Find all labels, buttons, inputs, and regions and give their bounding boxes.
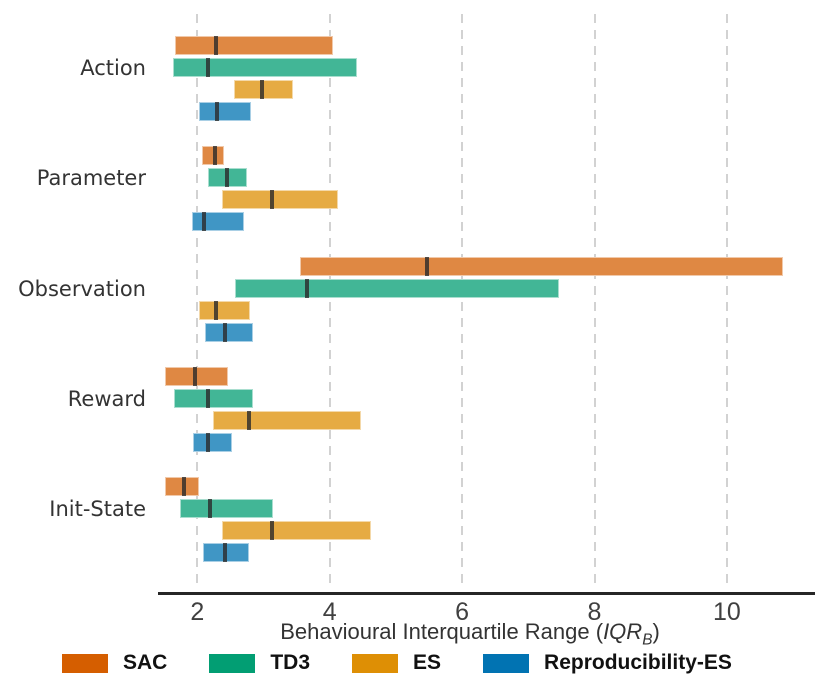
median-marker-es-init-state (269, 521, 274, 541)
median-marker-sac-action (214, 36, 219, 55)
x-axis-title-close: ) (652, 619, 660, 644)
legend-label-sac: SAC (123, 651, 168, 674)
gridline-x-6 (461, 14, 464, 586)
bar-es-action (234, 80, 293, 100)
gridline-x-10 (725, 14, 728, 586)
median-marker-es-observation (214, 301, 219, 321)
legend: SAC TD3 ES Reproducibility-ES (62, 651, 732, 675)
gridline-x-4 (328, 14, 331, 586)
legend-swatch-es (352, 653, 399, 673)
median-marker-reproducibility-es-init-state (222, 543, 227, 563)
median-marker-td3-action (205, 58, 210, 78)
median-marker-sac-reward (192, 367, 197, 386)
x-tick-label-2: 2 (190, 598, 205, 626)
gridline-x-2 (196, 14, 199, 586)
bar-es-observation (199, 301, 251, 321)
category-label-init-state: Init-State (49, 496, 146, 521)
median-marker-reproducibility-es-parameter (201, 212, 206, 232)
median-marker-sac-init-state (181, 477, 186, 496)
bar-es-init-state (221, 521, 372, 541)
x-axis-title-text: Behavioural Interquartile Range ( (280, 619, 604, 644)
median-marker-reproducibility-es-observation (223, 323, 228, 343)
gridline-x-8 (593, 14, 596, 586)
bar-reproducibility-es-parameter (192, 212, 244, 232)
bar-reproducibility-es-action (199, 102, 251, 122)
category-label-reward: Reward (67, 386, 146, 411)
category-label-parameter: Parameter (36, 165, 146, 190)
x-tick-label-10: 10 (712, 598, 741, 626)
bar-sac-parameter (201, 146, 225, 165)
median-marker-reproducibility-es-action (215, 102, 220, 122)
bar-es-parameter (221, 190, 338, 210)
legend-entry-sac: SAC (62, 651, 167, 675)
bar-td3-observation (235, 279, 559, 299)
x-tick-label-6: 6 (455, 598, 470, 626)
bar-es-reward (213, 411, 361, 431)
bar-td3-action (172, 58, 358, 78)
legend-swatch-sac (62, 653, 108, 673)
legend-entry-reproducibility-es: Reproducibility-ES (483, 651, 732, 675)
bar-sac-observation (299, 257, 784, 276)
median-marker-td3-reward (206, 389, 211, 409)
bar-sac-reward (164, 367, 228, 386)
median-marker-reproducibility-es-reward (205, 433, 210, 453)
x-axis-title-sub: B (642, 631, 653, 649)
legend-swatch-td3 (209, 653, 256, 673)
legend-label-reproducibility-es: Reproducibility-ES (544, 651, 732, 674)
median-marker-td3-init-state (208, 499, 213, 519)
bar-td3-parameter (207, 168, 247, 188)
x-axis-title: Behavioural Interquartile Range (IQRB) (140, 619, 800, 649)
median-marker-td3-parameter (224, 168, 229, 188)
category-label-observation: Observation (18, 276, 146, 301)
bar-td3-reward (174, 389, 253, 409)
median-marker-es-parameter (269, 190, 274, 210)
legend-entry-td3: TD3 (209, 651, 310, 675)
bar-reproducibility-es-init-state (203, 543, 249, 563)
median-marker-es-action (259, 80, 264, 100)
median-marker-td3-observation (304, 279, 309, 299)
bar-reproducibility-es-reward (193, 433, 232, 453)
legend-swatch-reproducibility-es (483, 653, 530, 673)
x-axis-title-var: IQR (603, 619, 643, 644)
category-label-action: Action (80, 55, 146, 80)
bar-reproducibility-es-observation (205, 323, 253, 343)
x-tick-label-4: 4 (322, 598, 337, 626)
legend-entry-es: ES (352, 651, 441, 675)
legend-label-es: ES (413, 651, 442, 674)
median-marker-es-reward (246, 411, 251, 431)
median-marker-sac-parameter (213, 146, 218, 165)
x-axis-line (158, 592, 815, 595)
legend-label-td3: TD3 (270, 651, 311, 674)
median-marker-sac-observation (425, 257, 430, 276)
bar-td3-init-state (180, 499, 274, 519)
bar-sac-init-state (164, 477, 199, 496)
bar-sac-action (174, 36, 333, 55)
x-tick-label-8: 8 (587, 598, 602, 626)
